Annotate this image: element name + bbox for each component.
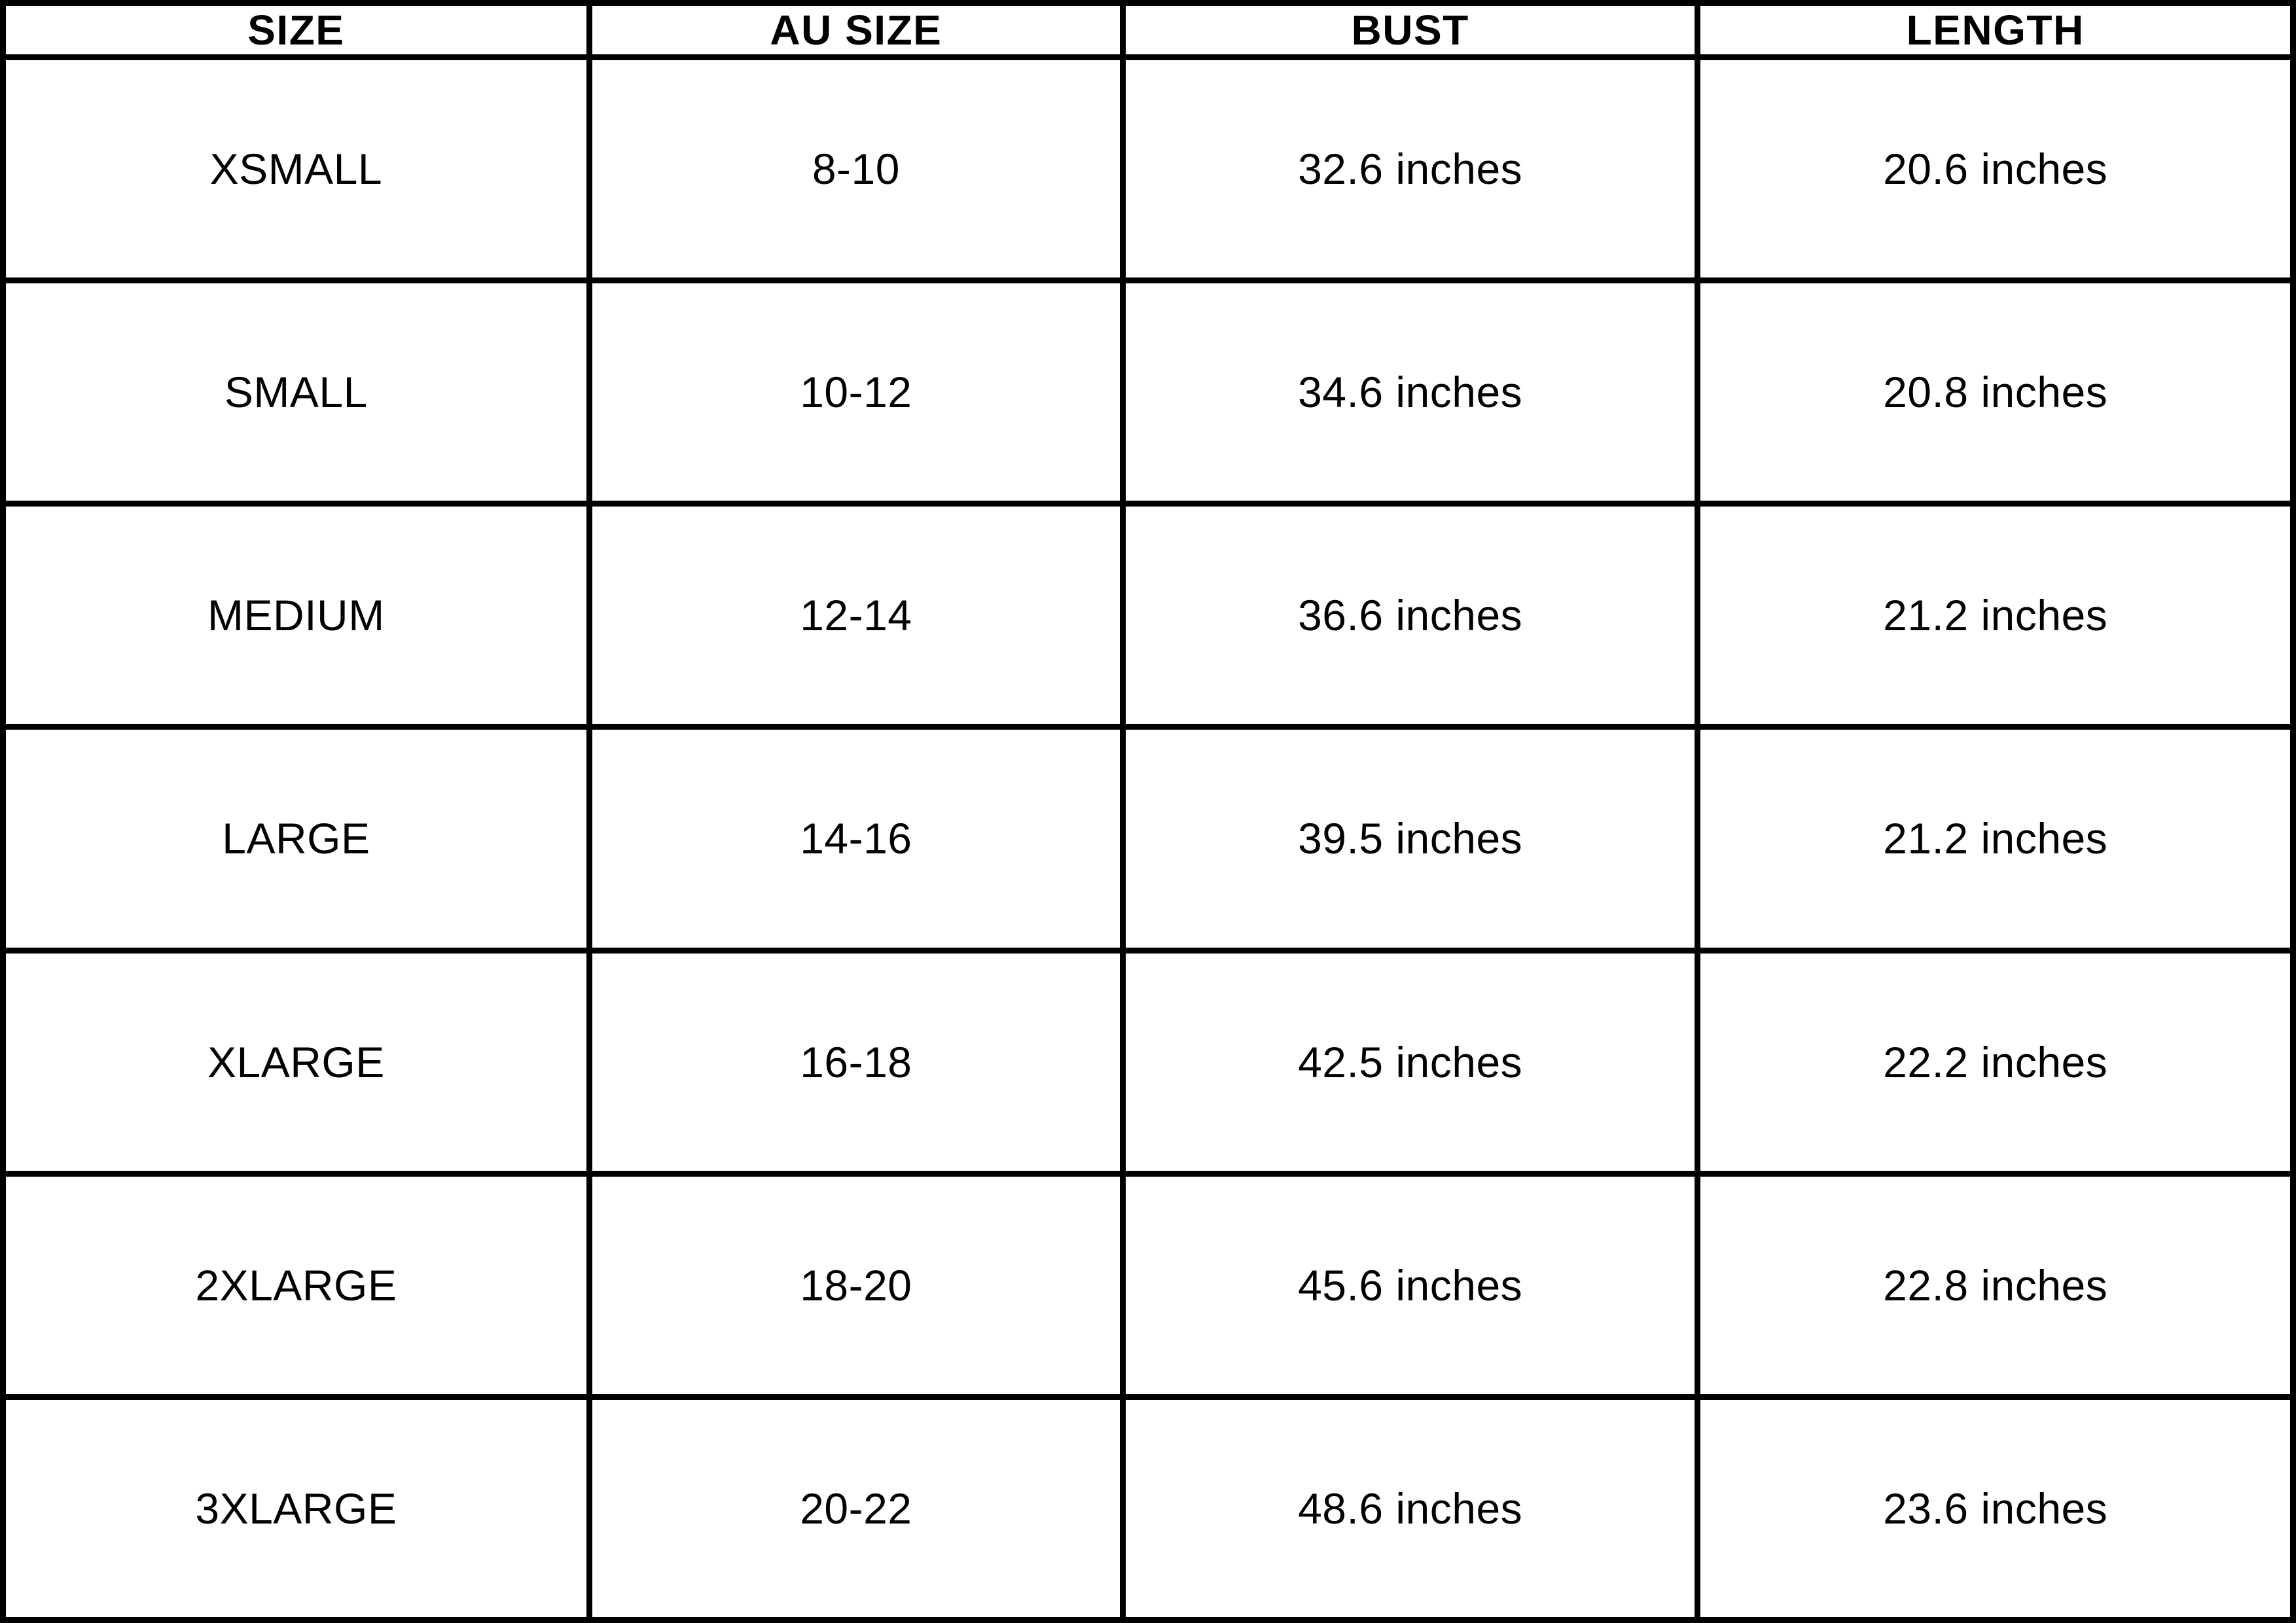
table-row: MEDIUM 12-14 36.6 inches 21.2 inches [0, 501, 2296, 730]
bust-cell: 45.6 inches [1119, 1170, 1701, 1400]
length-cell: 23.6 inches [1695, 1393, 2296, 1623]
size-cell: 2XLARGE [0, 1170, 592, 1400]
table-row: 2XLARGE 18-20 45.6 inches 22.8 inches [0, 1170, 2296, 1400]
size-cell: SMALL [0, 277, 592, 507]
column-header-bust: BUST [1119, 0, 1701, 60]
au-size-cell: 16-18 [586, 947, 1126, 1177]
au-size-cell: 14-16 [586, 724, 1126, 954]
size-cell: XSMALL [0, 54, 592, 284]
au-size-cell: 8-10 [586, 54, 1126, 284]
bust-cell: 34.6 inches [1119, 277, 1701, 507]
au-size-cell: 20-22 [586, 1393, 1126, 1623]
bust-cell: 42.5 inches [1119, 947, 1701, 1177]
au-size-cell: 10-12 [586, 277, 1126, 507]
length-cell: 21.2 inches [1695, 501, 2296, 730]
size-cell: 3XLARGE [0, 1393, 592, 1623]
length-cell: 22.2 inches [1695, 947, 2296, 1177]
table-row: SMALL 10-12 34.6 inches 20.8 inches [0, 277, 2296, 507]
column-header-au-size: AU SIZE [586, 0, 1126, 60]
size-cell: MEDIUM [0, 501, 592, 730]
length-cell: 20.6 inches [1695, 54, 2296, 284]
table-row: XSMALL 8-10 32.6 inches 20.6 inches [0, 54, 2296, 284]
bust-cell: 36.6 inches [1119, 501, 1701, 730]
column-header-size: SIZE [0, 0, 592, 60]
bust-cell: 32.6 inches [1119, 54, 1701, 284]
length-cell: 20.8 inches [1695, 277, 2296, 507]
header-row: SIZE AU SIZE BUST LENGTH [0, 0, 2296, 60]
bust-cell: 39.5 inches [1119, 724, 1701, 954]
au-size-cell: 12-14 [586, 501, 1126, 730]
table-row: XLARGE 16-18 42.5 inches 22.2 inches [0, 947, 2296, 1177]
table-row: 3XLARGE 20-22 48.6 inches 23.6 inches [0, 1393, 2296, 1623]
length-cell: 21.2 inches [1695, 724, 2296, 954]
table-row: LARGE 14-16 39.5 inches 21.2 inches [0, 724, 2296, 954]
length-cell: 22.8 inches [1695, 1170, 2296, 1400]
column-header-length: LENGTH [1695, 0, 2296, 60]
bust-cell: 48.6 inches [1119, 1393, 1701, 1623]
size-cell: LARGE [0, 724, 592, 954]
size-cell: XLARGE [0, 947, 592, 1177]
au-size-cell: 18-20 [586, 1170, 1126, 1400]
